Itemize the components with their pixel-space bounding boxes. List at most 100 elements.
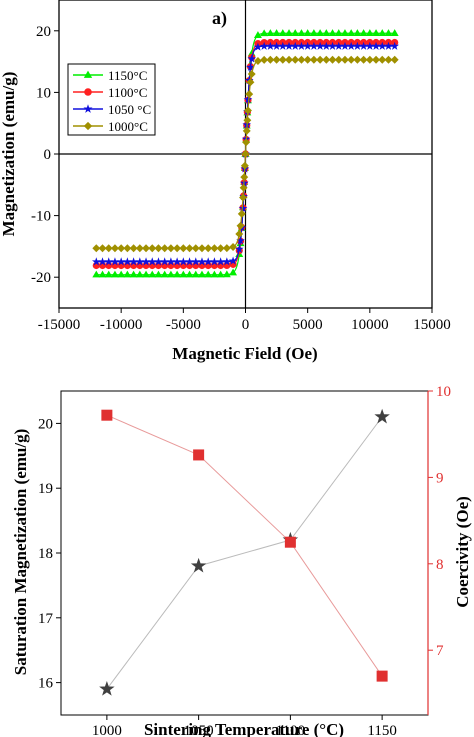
data-point <box>316 55 325 64</box>
data-point <box>98 244 107 253</box>
data-point <box>359 41 368 50</box>
x-tick-label-a: 10000 <box>351 317 389 333</box>
data-point <box>104 270 113 278</box>
data-point <box>240 173 249 182</box>
data-point <box>222 270 231 278</box>
data-point <box>346 41 356 50</box>
data-point <box>173 244 182 253</box>
data-point <box>322 29 331 36</box>
legend-marker <box>84 88 92 96</box>
data-point <box>99 680 115 696</box>
y-tick-label-b-right: 7 <box>436 643 444 659</box>
data-point <box>154 270 163 278</box>
data-point <box>260 55 269 64</box>
y-axis-label-b-left: Saturation Magnetization (emu/g) <box>11 429 30 675</box>
data-point <box>239 193 247 202</box>
data-point <box>242 138 251 147</box>
legend-marker <box>83 70 93 78</box>
data-point <box>291 55 300 64</box>
data-point <box>303 41 312 50</box>
data-point <box>203 257 213 266</box>
data-point <box>154 244 163 253</box>
data-point <box>243 116 252 125</box>
data-point <box>216 270 225 278</box>
data-point <box>110 244 119 253</box>
data-point <box>334 55 343 64</box>
data-point <box>266 41 275 50</box>
y-tick-label-b-left: 16 <box>38 676 54 692</box>
data-point <box>378 29 387 36</box>
data-point <box>129 270 138 278</box>
y-tick-label-b-left: 20 <box>38 416 53 432</box>
data-point <box>243 95 253 104</box>
data-point <box>98 270 107 278</box>
data-point <box>191 270 200 278</box>
data-point <box>98 257 107 266</box>
data-point <box>135 257 145 266</box>
data-point <box>285 29 293 36</box>
data-point <box>246 62 255 71</box>
x-tick-label-a: 0 <box>242 317 250 333</box>
data-point <box>92 270 101 278</box>
series-2 <box>92 41 399 266</box>
data-point <box>190 557 207 573</box>
data-point <box>172 257 182 266</box>
x-tick-label-a: -15000 <box>38 317 81 333</box>
data-point <box>372 29 381 36</box>
data-point <box>110 270 119 278</box>
data-point <box>117 244 126 253</box>
legend-box <box>67 63 156 136</box>
data-point <box>291 29 300 36</box>
data-point <box>378 55 387 64</box>
data-point <box>110 257 120 266</box>
y-tick-label-a: -10 <box>31 209 51 225</box>
y-axis-label-a: Magnetization (emu/g) <box>0 72 18 237</box>
legend-marker <box>83 104 93 113</box>
data-point <box>246 78 255 87</box>
data-point <box>92 244 101 253</box>
data-point <box>272 41 281 50</box>
series-b-0 <box>99 408 390 696</box>
data-point <box>259 41 269 50</box>
data-point <box>297 29 306 36</box>
data-point <box>204 244 213 253</box>
data-point <box>235 229 244 238</box>
legend: 1150°C 1100°C 1050 °C 1000°C <box>67 63 156 136</box>
data-point <box>253 31 262 39</box>
data-point <box>322 41 331 50</box>
data-point <box>229 243 238 251</box>
data-point <box>376 670 388 682</box>
data-point <box>341 55 349 64</box>
data-point <box>347 29 356 36</box>
data-point <box>237 209 246 218</box>
data-point <box>303 55 312 64</box>
tick-group-a: -15000 -10000 -5000 0 5000 10000 15000-20-1001… <box>31 24 451 333</box>
data-point <box>374 408 390 424</box>
data-point <box>297 55 306 64</box>
x-axis-label-b: Sintering Temperature (°C) <box>144 720 344 737</box>
data-point <box>303 29 312 36</box>
data-point <box>260 29 269 37</box>
data-point <box>185 257 194 266</box>
data-point <box>154 257 163 266</box>
x-tick-label-a: -10000 <box>100 317 143 333</box>
data-point <box>353 41 362 50</box>
data-point <box>334 41 344 50</box>
data-point <box>322 55 331 64</box>
data-point <box>236 236 245 245</box>
data-point <box>390 29 399 36</box>
data-point <box>228 256 238 265</box>
data-point <box>278 41 288 50</box>
data-point <box>247 70 256 79</box>
data-point <box>104 244 113 253</box>
y-tick-label-a: -20 <box>31 270 51 286</box>
data-point <box>278 55 287 64</box>
y-tick-label-b-right: 8 <box>436 557 444 573</box>
data-point <box>235 244 244 253</box>
data-point <box>160 244 169 253</box>
y-tick-label-b-left: 17 <box>38 611 54 627</box>
data-point <box>316 29 325 36</box>
x-tick-label-a: -5000 <box>166 317 201 333</box>
data-point <box>328 29 337 36</box>
